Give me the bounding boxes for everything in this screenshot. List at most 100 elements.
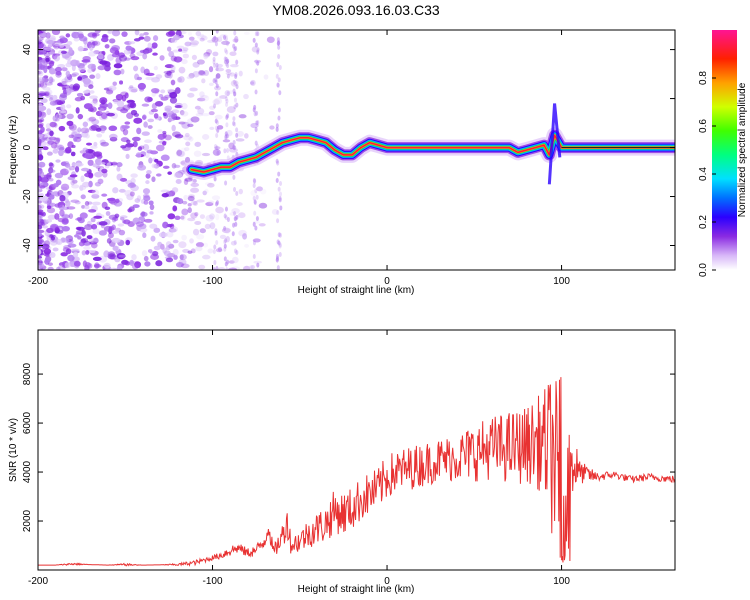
noise-blob xyxy=(236,130,244,137)
noise-blob xyxy=(49,169,56,173)
noise-blob xyxy=(166,46,172,52)
noise-blob xyxy=(110,267,117,270)
noise-blob xyxy=(116,162,123,168)
noise-blob xyxy=(72,83,81,90)
noise-blob xyxy=(212,249,216,255)
noise-blob xyxy=(229,72,236,77)
noise-blob xyxy=(143,121,148,128)
noise-blob xyxy=(187,207,192,214)
noise-blob xyxy=(204,223,211,230)
noise-blob xyxy=(180,160,187,166)
noise-blob xyxy=(119,80,124,85)
spectrogram-plot-area xyxy=(38,30,675,270)
noise-blob xyxy=(192,228,200,236)
noise-blob xyxy=(149,223,158,229)
noise-blob xyxy=(229,212,236,216)
noise-blob xyxy=(47,43,53,48)
noise-blob xyxy=(275,73,279,79)
noise-blob xyxy=(195,112,204,117)
noise-blob xyxy=(179,161,186,165)
noise-blob xyxy=(129,191,135,197)
noise-blob xyxy=(97,106,107,111)
noise-blob xyxy=(76,92,84,97)
noise-blob xyxy=(83,103,93,110)
noise-blob xyxy=(253,178,257,184)
noise-blob xyxy=(112,160,117,167)
noise-blob xyxy=(70,248,80,253)
noise-blob xyxy=(55,238,63,246)
noise-blob xyxy=(131,263,139,270)
noise-blob xyxy=(38,51,44,55)
noise-blob xyxy=(233,121,237,127)
noise-blob xyxy=(183,194,189,201)
noise-blob xyxy=(144,261,151,267)
noise-blob xyxy=(101,168,108,174)
noise-blob xyxy=(228,147,238,153)
noise-blob xyxy=(128,206,135,212)
noise-blob xyxy=(187,118,194,124)
noise-blob xyxy=(38,204,42,210)
noise-blob xyxy=(136,127,142,135)
noise-blob xyxy=(252,183,256,189)
noise-blob xyxy=(51,30,61,36)
noise-blob xyxy=(253,200,257,206)
noise-blob xyxy=(141,210,146,217)
noise-blob xyxy=(168,243,175,249)
noise-blob xyxy=(42,75,47,82)
noise-blob xyxy=(132,217,141,225)
noise-blob xyxy=(255,194,259,200)
noise-blob xyxy=(54,213,60,220)
noise-blob xyxy=(74,165,80,173)
noise-blob xyxy=(91,223,98,230)
noise-blob xyxy=(198,70,205,76)
noise-blob xyxy=(208,111,215,116)
noise-blob xyxy=(48,37,56,41)
noise-blob xyxy=(183,135,192,141)
noise-blob xyxy=(186,76,194,80)
noise-blob xyxy=(42,86,51,91)
noise-blob xyxy=(232,120,236,126)
noise-blob xyxy=(150,87,160,94)
noise-blob xyxy=(187,92,195,98)
noise-blob xyxy=(251,46,260,53)
noise-blob xyxy=(84,153,92,160)
noise-blob xyxy=(65,88,73,94)
noise-blob xyxy=(125,239,131,246)
noise-blob xyxy=(255,120,259,126)
noise-blob xyxy=(54,118,60,122)
noise-blob xyxy=(60,183,70,191)
noise-blob xyxy=(78,65,86,73)
noise-blob xyxy=(88,44,94,51)
noise-blob xyxy=(243,265,251,270)
noise-blob xyxy=(173,172,183,179)
y-tick-label: 40 xyxy=(22,44,33,56)
noise-blob xyxy=(119,215,128,219)
noise-blob xyxy=(207,248,214,254)
noise-blob xyxy=(192,71,200,78)
noise-blob xyxy=(63,245,72,250)
noise-blob xyxy=(174,215,181,220)
noise-blob xyxy=(44,82,53,86)
noise-blob xyxy=(55,66,62,73)
x-tick-label: -200 xyxy=(28,276,48,287)
noise-blob xyxy=(103,262,111,269)
noise-blob xyxy=(67,141,74,149)
noise-blob xyxy=(49,194,55,200)
noise-blob xyxy=(38,154,44,161)
noise-blob xyxy=(91,239,97,244)
noise-blob xyxy=(169,91,178,99)
noise-blob xyxy=(89,95,98,100)
noise-blob xyxy=(252,107,256,113)
noise-blob xyxy=(172,49,180,53)
noise-blob xyxy=(215,132,219,138)
noise-blob xyxy=(68,166,76,171)
noise-blob xyxy=(161,192,169,198)
y-tick-label: 6000 xyxy=(22,412,33,435)
noise-blob xyxy=(230,80,239,87)
noise-blob xyxy=(205,214,214,222)
noise-blob xyxy=(43,174,50,178)
noise-blob xyxy=(38,215,41,220)
noise-blob xyxy=(38,41,42,45)
noise-blob xyxy=(223,256,227,262)
